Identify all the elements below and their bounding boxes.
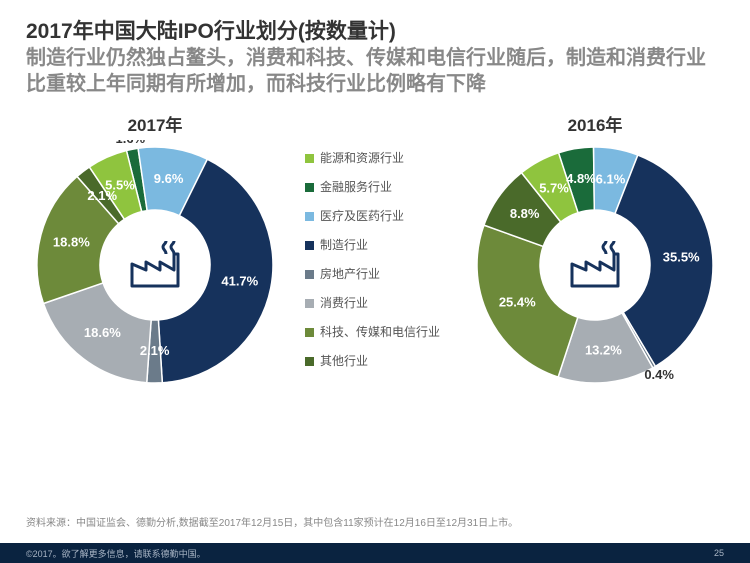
page-subtitle: 制造行业仍然独占鳌头，消费和科技、传媒和电信行业随后，制造和消费行业比重较上年同… — [26, 45, 724, 97]
legend-label: 消费行业 — [320, 296, 368, 311]
legend-label: 制造行业 — [320, 238, 368, 253]
footer-copyright: ©2017。欲了解更多信息，请联系德勤中国。 — [26, 547, 206, 560]
legend-swatch — [305, 241, 314, 250]
chart-2017: 2017年 1.6%9.6%41.7%2.1%18.6%18.8%2.1%5.5… — [30, 111, 280, 390]
chart-title-right: 2016年 — [568, 111, 623, 136]
slice-label: 8.8% — [510, 206, 540, 221]
legend-swatch — [305, 212, 314, 221]
legend-swatch — [305, 328, 314, 337]
slice-label: 2.1% — [140, 343, 170, 358]
slice-label: 5.7% — [539, 181, 569, 196]
slice-label: 41.7% — [221, 274, 258, 289]
footer-bar: ©2017。欲了解更多信息，请联系德勤中国。 25 — [0, 543, 750, 563]
slice-label: 9.6% — [154, 171, 184, 186]
chart-title-left: 2017年 — [128, 111, 183, 136]
chart-2016: 2016年 4.8%6.1% 35.5% 0.4% 13.2% 25.4% 8.8% 5.7… — [470, 111, 720, 390]
slice-label: 35.5% — [663, 250, 700, 265]
legend-label: 其他行业 — [320, 354, 368, 369]
legend-swatch — [305, 270, 314, 279]
legend-swatch — [305, 357, 314, 366]
slice-label: 0.4% — [644, 368, 674, 383]
legend-swatch — [305, 154, 314, 163]
slice-label: 5.5% — [105, 178, 135, 193]
slice-label: 18.8% — [53, 235, 90, 250]
legend-item: 房地产行业 — [305, 267, 445, 282]
legend-swatch — [305, 183, 314, 192]
legend-item: 科技、传媒和电信行业 — [305, 325, 445, 340]
slice-label: 6.1% — [596, 172, 626, 187]
legend-item: 医疗及医药行业 — [305, 209, 445, 224]
legend-swatch — [305, 299, 314, 308]
legend-item: 金融服务行业 — [305, 180, 445, 195]
legend-item: 制造行业 — [305, 238, 445, 253]
footer-page-number: 25 — [714, 548, 724, 558]
legend-item: 其他行业 — [305, 354, 445, 369]
legend-item: 能源和资源行业 — [305, 151, 445, 166]
slice-label: 1.6% — [115, 140, 145, 146]
legend-label: 医疗及医药行业 — [320, 209, 404, 224]
slice-label: 13.2% — [585, 343, 622, 358]
slice-label: 4.8% — [566, 171, 596, 186]
factory-icon — [568, 240, 622, 290]
legend-label: 金融服务行业 — [320, 180, 392, 195]
slice-label: 25.4% — [499, 295, 536, 310]
legend-label: 能源和资源行业 — [320, 151, 404, 166]
legend-label: 科技、传媒和电信行业 — [320, 325, 440, 340]
page-title: 2017年中国大陆IPO行业划分(按数量计) — [26, 18, 724, 45]
source-text: 资料来源：中国证监会、德勤分析,数据截至2017年12月15日，其中包含11家预… — [26, 514, 518, 529]
legend-label: 房地产行业 — [320, 267, 380, 282]
slice-label: 18.6% — [84, 325, 121, 340]
factory-icon — [128, 240, 182, 290]
legend-item: 消费行业 — [305, 296, 445, 311]
legend: 能源和资源行业金融服务行业医疗及医药行业制造行业房地产行业消费行业科技、传媒和电… — [305, 111, 445, 383]
